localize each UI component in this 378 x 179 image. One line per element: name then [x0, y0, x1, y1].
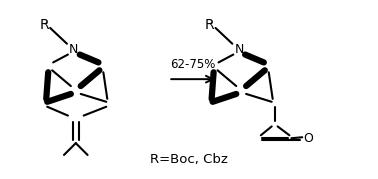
Text: R: R	[205, 18, 214, 32]
Text: R: R	[39, 18, 49, 32]
Text: N: N	[69, 43, 79, 56]
Text: 62-75%: 62-75%	[170, 58, 215, 71]
Text: O: O	[303, 132, 313, 145]
Text: R=Boc, Cbz: R=Boc, Cbz	[150, 153, 228, 166]
Text: N: N	[234, 43, 244, 56]
